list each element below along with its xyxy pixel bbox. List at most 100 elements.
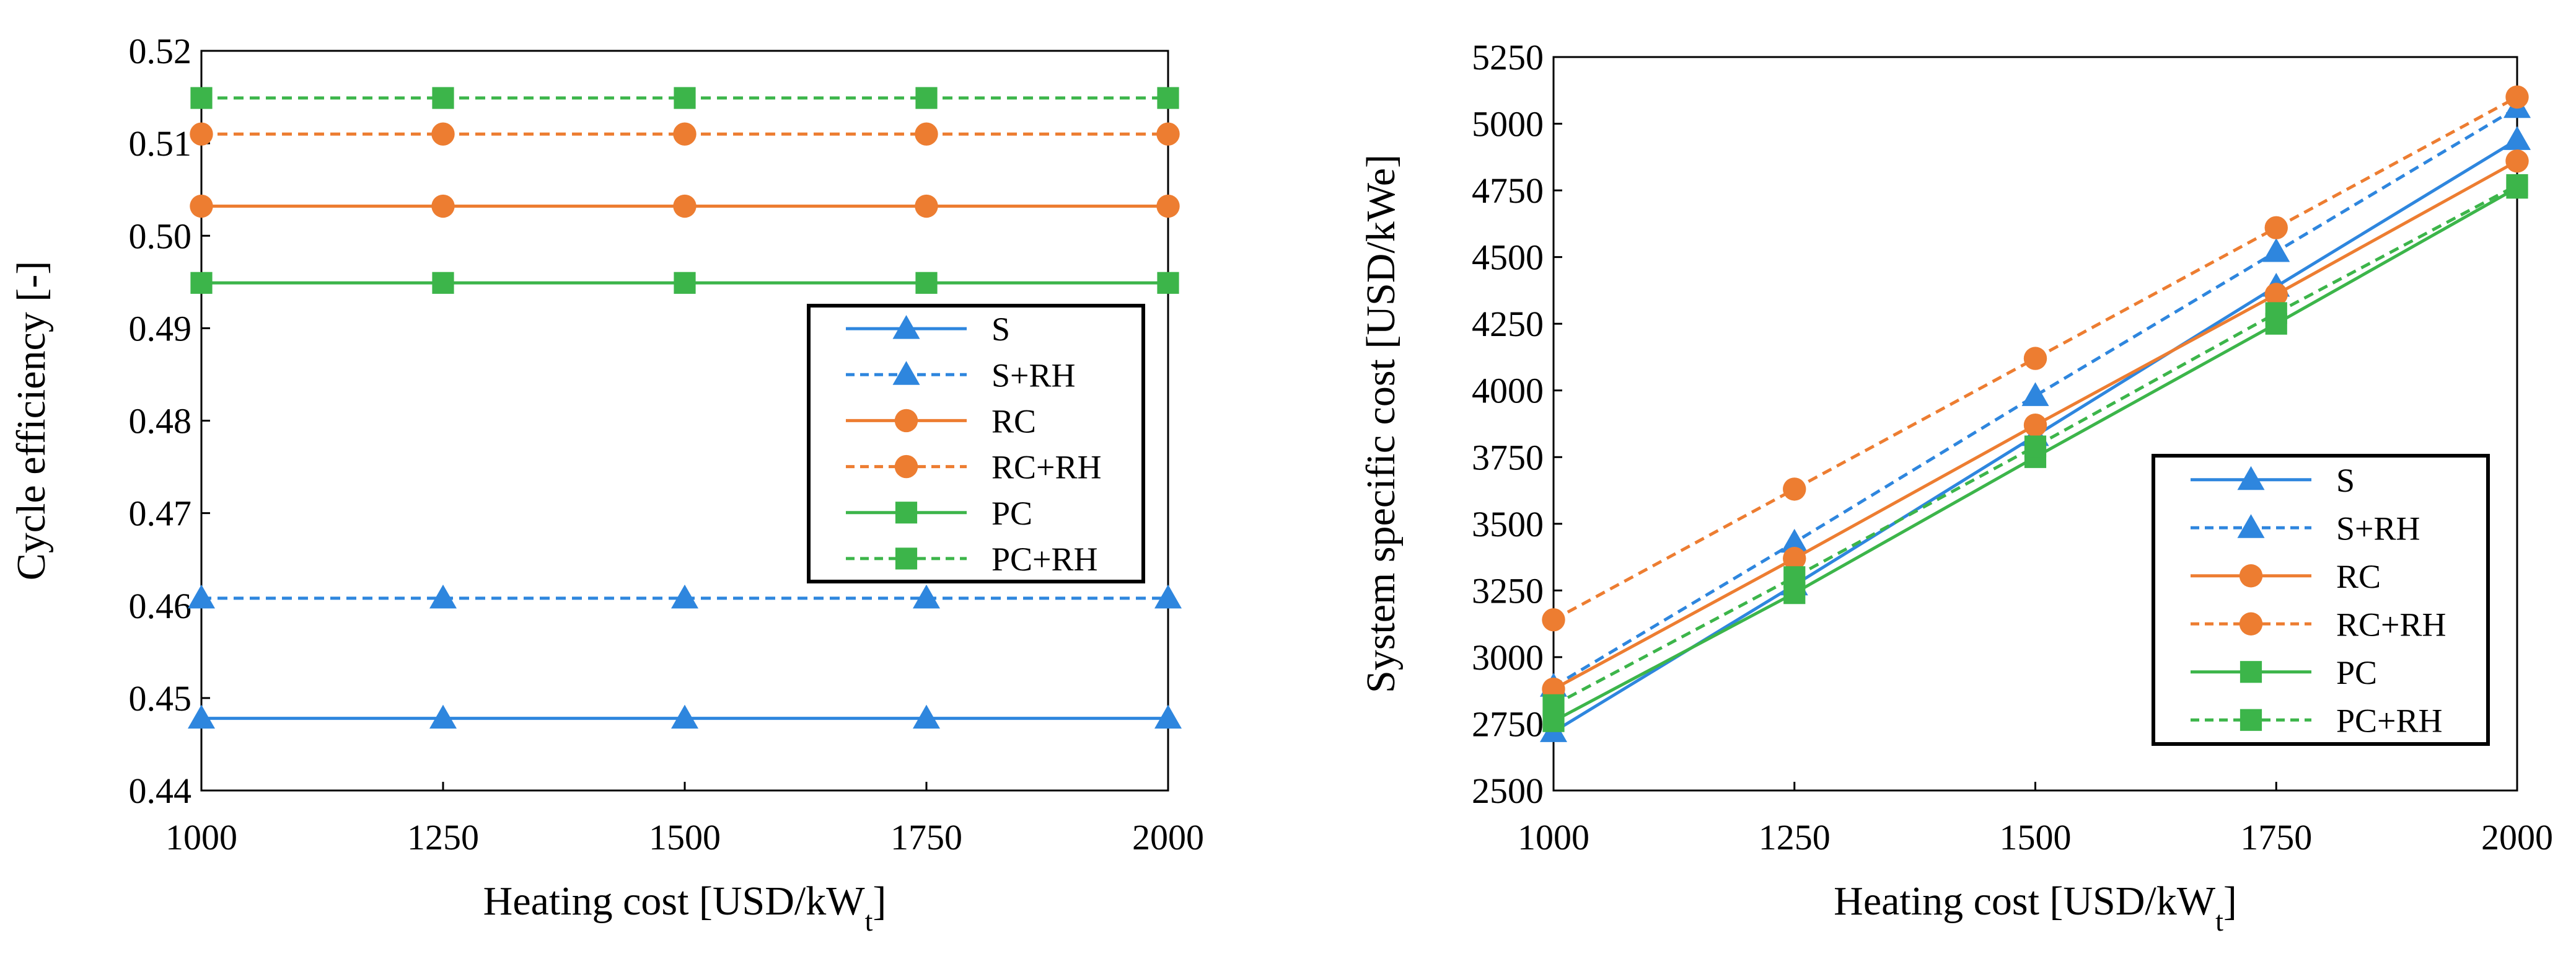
legend-item-rc: RC [2191, 558, 2381, 595]
data-point-pc [190, 272, 213, 294]
x-tick-label: 2000 [2481, 817, 2553, 857]
legend-box [2152, 454, 2490, 746]
data-point-pc [1157, 272, 1179, 294]
data-point-rc [1783, 547, 1806, 570]
data-point-pc-rh [2506, 174, 2528, 197]
series-s-rh [188, 584, 1182, 609]
data-point-s-rh [188, 584, 215, 609]
data-point-s-rh [429, 584, 457, 609]
y-tick-label: 3250 [1472, 570, 1544, 611]
data-point-pc-rh [915, 87, 938, 109]
data-point-rc [2023, 413, 2047, 437]
y-tick-label: 0.49 [129, 308, 192, 348]
legend-item-s: S [2191, 462, 2355, 499]
legend-item-pc-rh: PC+RH [846, 541, 1098, 578]
x-tick-label: 1500 [649, 817, 721, 857]
data-point-s [2503, 126, 2531, 150]
y-axis-title: System specific cost [USD/kWe] [1358, 154, 1404, 693]
y-tick-label: 4000 [1472, 371, 1544, 411]
x-tick-label: 1250 [1759, 817, 1831, 857]
data-point-rc [190, 194, 213, 218]
y-tick-label: 3500 [1472, 504, 1544, 544]
data-point-s-rh [671, 584, 698, 609]
data-point-pc-rh [1542, 694, 1565, 716]
legend-item-s: S [846, 311, 1010, 348]
legend-marker [892, 361, 920, 385]
series-pc [190, 272, 1179, 294]
x-tick-label: 1000 [1518, 817, 1589, 857]
data-point-rc [431, 194, 455, 218]
data-point-s [1154, 704, 1182, 729]
data-point-s-rh [2262, 238, 2290, 262]
y-tick-label: 5000 [1472, 104, 1544, 144]
series-line-pc-rh [1552, 184, 2518, 707]
legend-item-pc-rh: PC+RH [2191, 702, 2443, 739]
legend-label: PC+RH [2336, 702, 2443, 739]
legend-marker [894, 409, 918, 433]
legend-item-pc: PC [2191, 654, 2377, 691]
x-tick-label: 1750 [2240, 817, 2312, 857]
legend-item-rc: RC [846, 402, 1036, 440]
legend-marker [2237, 514, 2265, 538]
legend-label: S+RH [2336, 510, 2420, 547]
series-pc-rh [190, 87, 1179, 109]
x-tick-label: 1750 [890, 817, 962, 857]
y-tick-label: 0.46 [129, 586, 192, 626]
data-point-rc-rh [2023, 347, 2047, 370]
y-tick-label: 0.45 [129, 678, 192, 719]
y-tick-label: 4500 [1472, 237, 1544, 278]
x-axis-title: Heating cost [USD/kWt] [483, 879, 887, 937]
series-s [188, 704, 1182, 729]
data-point-s-rh [913, 584, 940, 609]
legend: S S+RH RC RC+RH PC PC+RH [807, 304, 1145, 583]
data-point-s [671, 704, 698, 729]
y-tick-label: 0.51 [129, 123, 192, 164]
y-tick-label: 0.50 [129, 216, 192, 256]
series-rc-rh [1542, 85, 2529, 632]
data-point-rc-rh [1156, 122, 1180, 146]
data-point-s-rh [1780, 528, 1808, 553]
legend-marker [894, 454, 918, 479]
data-point-pc-rh [1783, 566, 1806, 588]
legend-label: S [991, 311, 1010, 348]
legend-item-rc-rh: RC+RH [846, 449, 1102, 486]
legend-marker [892, 315, 920, 339]
data-point-s-rh [2021, 382, 2049, 406]
y-tick-label: 0.48 [129, 401, 192, 441]
legend-label: S [2336, 462, 2355, 499]
y-tick-label: 3000 [1472, 637, 1544, 678]
data-point-pc-rh [2265, 302, 2287, 324]
series-rc-rh [190, 122, 1180, 146]
x-tick-label: 1250 [407, 817, 479, 857]
legend-box [807, 304, 1145, 583]
legend-marker [895, 547, 918, 570]
data-point-rc-rh [673, 122, 697, 146]
data-point-pc [432, 272, 454, 294]
x-tick-label: 2000 [1132, 817, 1204, 857]
data-point-s [188, 704, 215, 729]
legend-marker [2240, 661, 2262, 683]
y-tick-label: 4250 [1472, 304, 1544, 344]
legend-item-s-rh: S+RH [846, 356, 1076, 394]
data-point-rc [2264, 283, 2288, 306]
y-axis-title: Cycle efficiency [-] [9, 261, 54, 581]
y-tick-label: 2500 [1472, 771, 1544, 811]
data-point-rc-rh [2505, 85, 2529, 109]
data-point-rc-rh [915, 122, 938, 146]
legend-label: RC [2336, 558, 2381, 595]
data-point-rc-rh [431, 122, 455, 146]
legend-item-s-rh: S+RH [2191, 510, 2420, 547]
data-point-rc [915, 194, 938, 218]
data-point-pc-rh [674, 87, 696, 109]
legend-label: RC [991, 402, 1036, 440]
legend-marker [2240, 709, 2262, 731]
data-point-rc [1156, 194, 1180, 218]
legend-label: RC+RH [2336, 606, 2446, 643]
legend: S S+RH RC RC+RH PC PC+RH [2152, 454, 2490, 746]
data-point-rc-rh [2264, 216, 2288, 240]
data-point-s [429, 704, 457, 729]
x-axis-title: Heating cost [USD/kWt] [1834, 879, 2237, 937]
data-point-pc-rh [190, 87, 213, 109]
legend-marker [2239, 612, 2263, 636]
